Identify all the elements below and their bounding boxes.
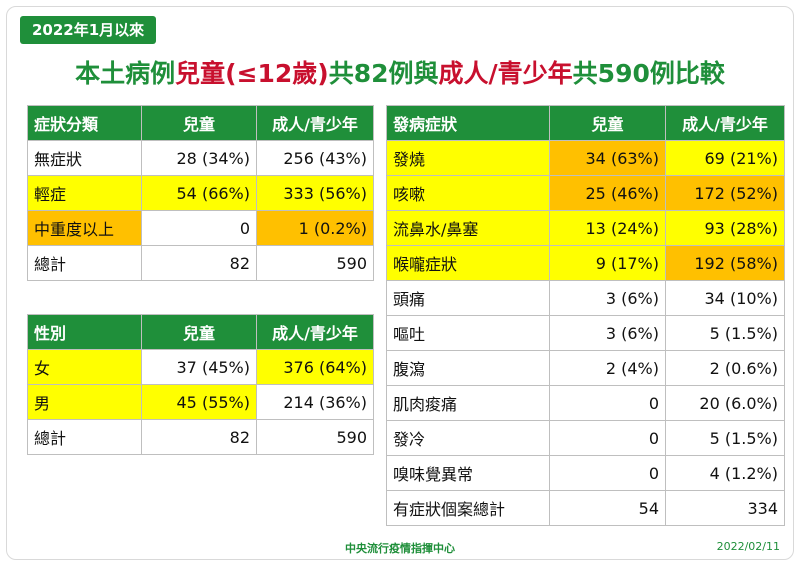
adult-value: 172 (52%) (665, 175, 785, 211)
row-label: 輕症 (27, 175, 142, 211)
adult-value: 1 (0.2%) (256, 210, 374, 246)
adult-value: 590 (256, 419, 374, 455)
page-title: 本土病例兒童(≤12歲)共82例與成人/青少年共590例比較 (20, 54, 780, 90)
table-header-row: 性別 兒童 成人/青少年 (27, 314, 374, 350)
children-value: 3 (6%) (549, 315, 666, 351)
table-header-row: 症狀分類 兒童 成人/青少年 (27, 105, 374, 141)
adult-value: 333 (56%) (256, 175, 374, 211)
table-row: 有症狀個案總計 54 334 (386, 490, 785, 526)
table-row: 中重度以上 0 1 (0.2%) (27, 210, 374, 246)
symptoms-table: 發病症狀 兒童 成人/青少年 發燒 34 (63%) 69 (21%) 咳嗽 2… (386, 105, 785, 526)
row-label: 肌肉痠痛 (386, 385, 550, 421)
adult-value: 214 (36%) (256, 384, 374, 420)
table-row: 女 37 (45%) 376 (64%) (27, 349, 374, 385)
row-label: 流鼻水/鼻塞 (386, 210, 550, 246)
table-row: 總計 82 590 (27, 245, 374, 281)
row-label: 腹瀉 (386, 350, 550, 386)
severity-table: 症狀分類 兒童 成人/青少年 無症狀 28 (34%) 256 (43%) 輕症… (27, 105, 374, 281)
table-header: 成人/青少年 (665, 105, 785, 141)
children-value: 2 (4%) (549, 350, 666, 386)
table-row: 嘔吐 3 (6%) 5 (1.5%) (386, 315, 785, 351)
adult-value: 334 (665, 490, 785, 526)
table-row: 咳嗽 25 (46%) 172 (52%) (386, 175, 785, 211)
row-label: 頭痛 (386, 280, 550, 316)
adult-value: 4 (1.2%) (665, 455, 785, 491)
row-label: 有症狀個案總計 (386, 490, 550, 526)
adult-value: 590 (256, 245, 374, 281)
title-part-4: 成人/青少年 (438, 59, 573, 88)
adult-value: 192 (58%) (665, 245, 785, 281)
title-part-1: 本土病例 (75, 59, 176, 88)
adult-value: 2 (0.6%) (665, 350, 785, 386)
table-row: 輕症 54 (66%) 333 (56%) (27, 175, 374, 211)
table-header: 兒童 (141, 105, 257, 141)
children-value: 25 (46%) (549, 175, 666, 211)
children-value: 82 (141, 245, 257, 281)
children-value: 54 (549, 490, 666, 526)
adult-value: 256 (43%) (256, 140, 374, 176)
table-header: 發病症狀 (386, 105, 550, 141)
row-label: 無症狀 (27, 140, 142, 176)
children-value: 0 (549, 385, 666, 421)
children-value: 0 (549, 455, 666, 491)
children-value: 9 (17%) (549, 245, 666, 281)
row-label: 發冷 (386, 420, 550, 456)
footer-organization: 中央流行疫情指揮中心 (345, 542, 455, 555)
footer-date: 2022/02/11 (716, 540, 780, 553)
table-row: 頭痛 3 (6%) 34 (10%) (386, 280, 785, 316)
children-value: 28 (34%) (141, 140, 257, 176)
row-label: 中重度以上 (27, 210, 142, 246)
table-row: 流鼻水/鼻塞 13 (24%) 93 (28%) (386, 210, 785, 246)
table-header: 性別 (27, 314, 142, 350)
table-header: 兒童 (549, 105, 666, 141)
table-row: 總計 82 590 (27, 419, 374, 455)
table-header: 成人/青少年 (256, 314, 374, 350)
children-value: 0 (549, 420, 666, 456)
table-row: 無症狀 28 (34%) 256 (43%) (27, 140, 374, 176)
row-label: 總計 (27, 419, 142, 455)
adult-value: 376 (64%) (256, 349, 374, 385)
adult-value: 93 (28%) (665, 210, 785, 246)
row-label: 女 (27, 349, 142, 385)
children-value: 34 (63%) (549, 140, 666, 176)
title-part-2: 兒童(≤12歲) (175, 59, 329, 88)
table-header: 症狀分類 (27, 105, 142, 141)
children-value: 13 (24%) (549, 210, 666, 246)
row-label: 嘔吐 (386, 315, 550, 351)
title-part-3: 共82例與 (328, 59, 439, 88)
table-row: 發燒 34 (63%) 69 (21%) (386, 140, 785, 176)
children-value: 45 (55%) (141, 384, 257, 420)
date-range-badge: 2022年1月以來 (20, 16, 157, 44)
children-value: 0 (141, 210, 257, 246)
row-label: 男 (27, 384, 142, 420)
table-row: 腹瀉 2 (4%) 2 (0.6%) (386, 350, 785, 386)
row-label: 發燒 (386, 140, 550, 176)
table-row: 發冷 0 5 (1.5%) (386, 420, 785, 456)
table-row: 喉嚨症狀 9 (17%) 192 (58%) (386, 245, 785, 281)
row-label: 嗅味覺異常 (386, 455, 550, 491)
table-header: 兒童 (141, 314, 257, 350)
children-value: 82 (141, 419, 257, 455)
adult-value: 69 (21%) (665, 140, 785, 176)
row-label: 喉嚨症狀 (386, 245, 550, 281)
table-header: 成人/青少年 (256, 105, 374, 141)
table-header-row: 發病症狀 兒童 成人/青少年 (386, 105, 785, 141)
row-label: 總計 (27, 245, 142, 281)
gender-table: 性別 兒童 成人/青少年 女 37 (45%) 376 (64%) 男 45 (… (27, 314, 374, 455)
children-value: 3 (6%) (549, 280, 666, 316)
table-row: 男 45 (55%) 214 (36%) (27, 384, 374, 420)
adult-value: 5 (1.5%) (665, 420, 785, 456)
table-row: 嗅味覺異常 0 4 (1.2%) (386, 455, 785, 491)
adult-value: 20 (6.0%) (665, 385, 785, 421)
adult-value: 5 (1.5%) (665, 315, 785, 351)
children-value: 54 (66%) (141, 175, 257, 211)
title-part-5: 共590例比較 (572, 59, 725, 88)
row-label: 咳嗽 (386, 175, 550, 211)
adult-value: 34 (10%) (665, 280, 785, 316)
children-value: 37 (45%) (141, 349, 257, 385)
table-row: 肌肉痠痛 0 20 (6.0%) (386, 385, 785, 421)
